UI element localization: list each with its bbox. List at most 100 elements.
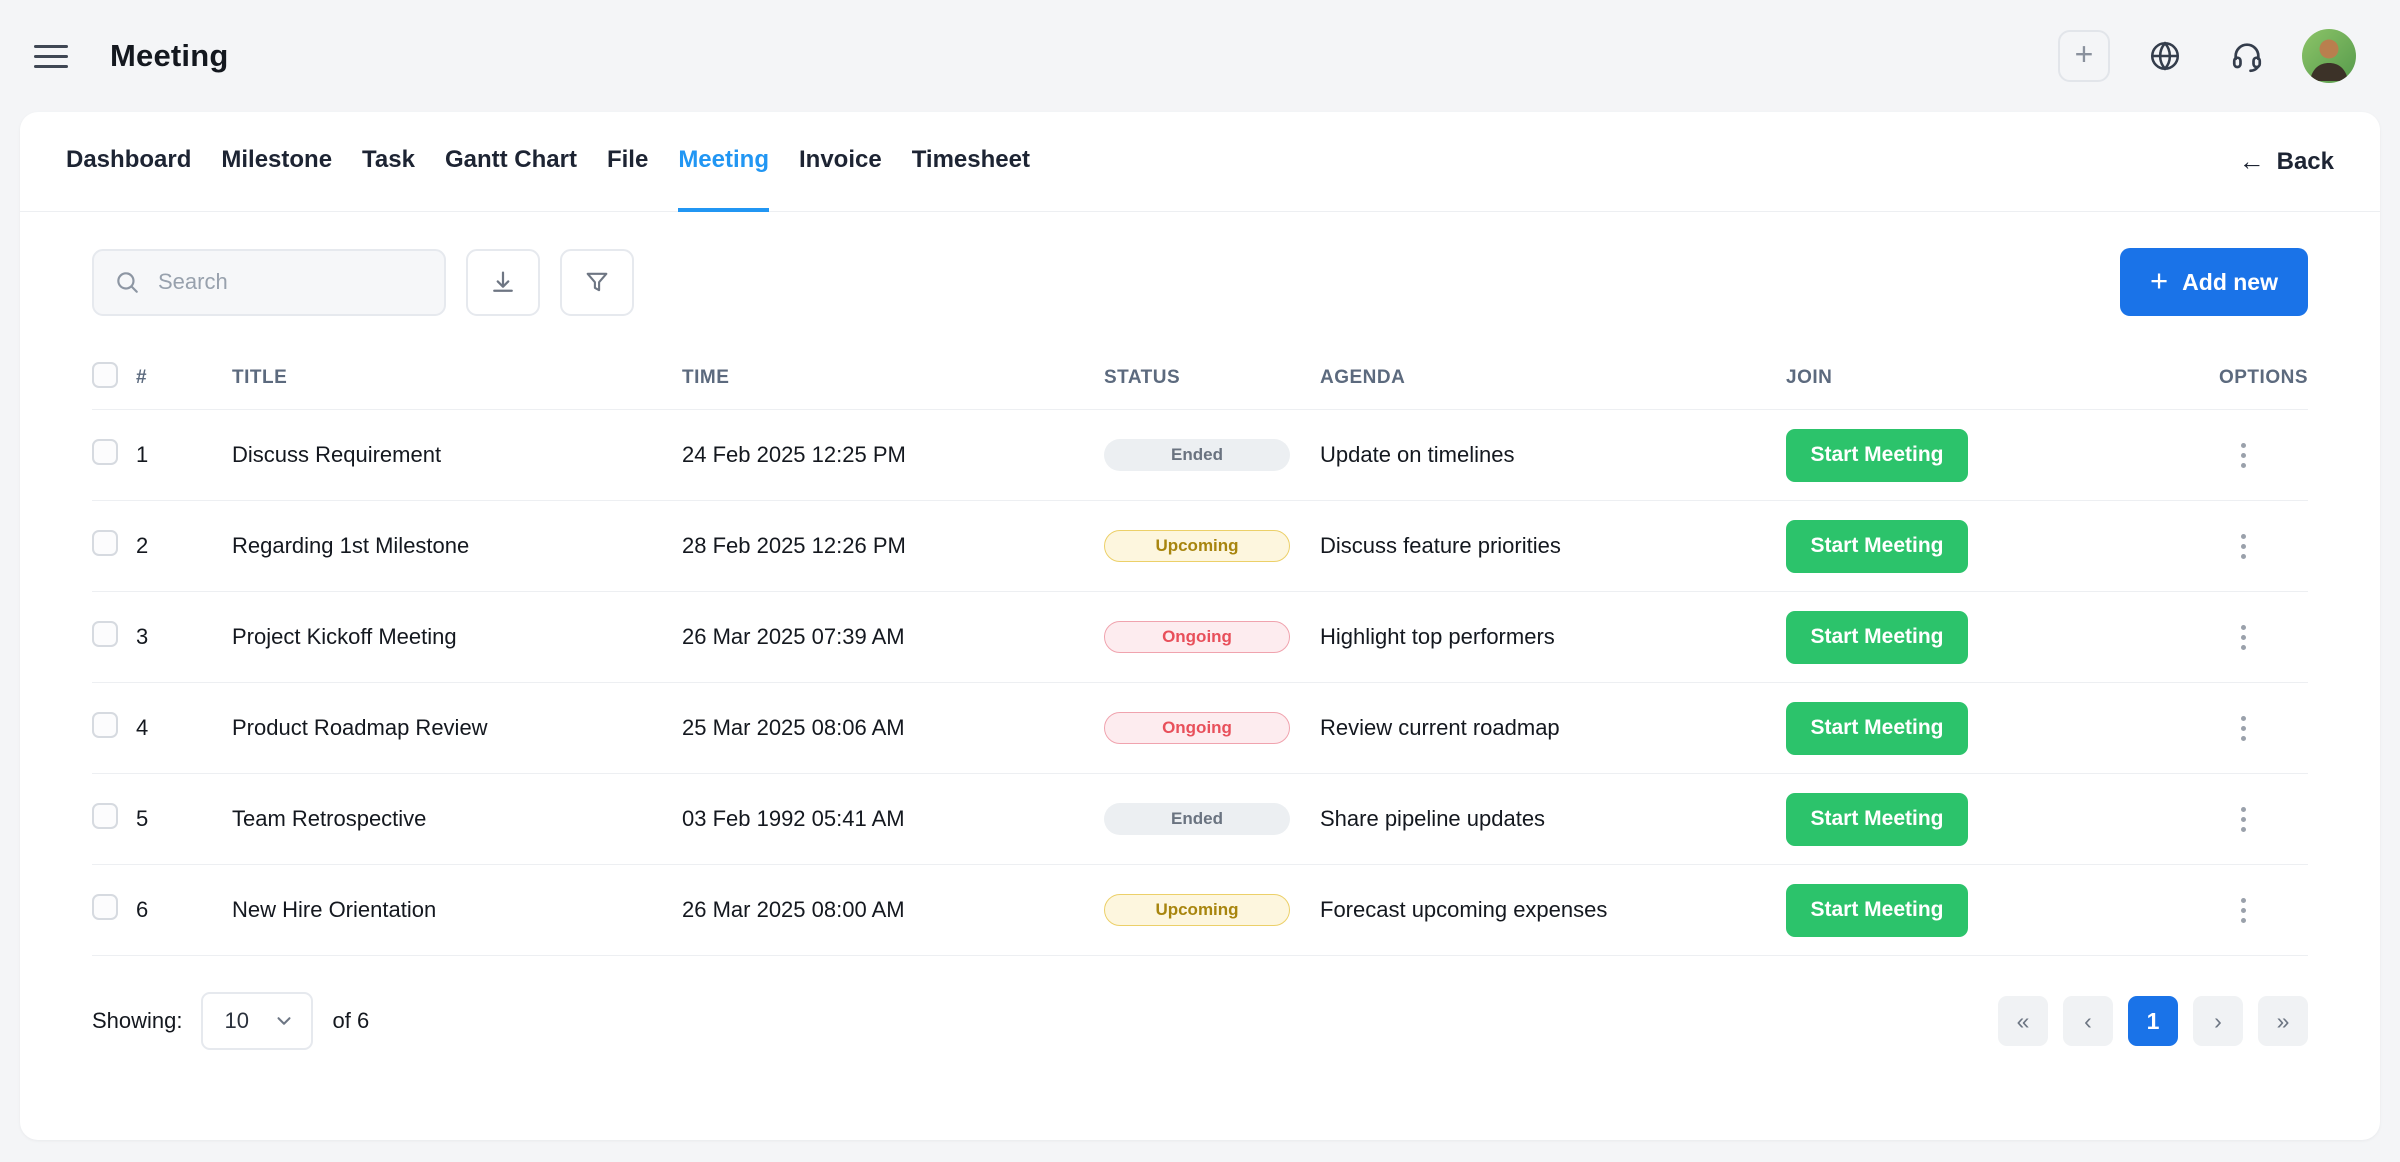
row-number: 1 xyxy=(136,442,149,467)
first-page-button[interactable]: « xyxy=(1998,996,2048,1046)
meeting-agenda: Share pipeline updates xyxy=(1320,806,1546,831)
start-meeting-button[interactable]: Start Meeting xyxy=(1786,519,1968,573)
add-new-label: Add new xyxy=(2182,268,2278,295)
language-button[interactable] xyxy=(2138,29,2192,83)
search-input[interactable] xyxy=(92,248,446,316)
tab-task[interactable]: Task xyxy=(362,146,415,173)
toolbar: + Add new xyxy=(20,212,2380,316)
meeting-card: Dashboard Milestone Task Gantt Chart File Mee… xyxy=(20,112,2380,1140)
start-meeting-button[interactable]: Start Meeting xyxy=(1786,428,1968,482)
pagination: « ‹ 1 › » xyxy=(1998,996,2308,1046)
page-1-button[interactable]: 1 xyxy=(2128,996,2178,1046)
meeting-agenda: Discuss feature priorities xyxy=(1320,533,1561,558)
last-page-button[interactable]: » xyxy=(2258,996,2308,1046)
status-badge: Ended xyxy=(1104,803,1290,835)
plus-icon: + xyxy=(2074,36,2094,72)
meeting-agenda: Highlight top performers xyxy=(1320,624,1555,649)
meeting-time: 26 Mar 2025 08:00 AM xyxy=(682,897,905,922)
row-number: 3 xyxy=(136,624,149,649)
col-number: # xyxy=(136,366,148,388)
tab-timesheet[interactable]: Timesheet xyxy=(911,146,1030,173)
row-number: 6 xyxy=(136,897,149,922)
row-number: 4 xyxy=(136,715,149,740)
meeting-time: 03 Feb 1992 05:41 AM xyxy=(682,806,905,831)
table-row: 2 Regarding 1st Milestone 28 Feb 2025 12… xyxy=(92,501,2308,592)
search-box xyxy=(92,248,446,316)
page-size-value: 10 xyxy=(224,1008,249,1033)
status-badge: Upcoming xyxy=(1104,530,1290,562)
meetings-table: # TITLE TIME STATUS AGENDA JOIN OPTIONS … xyxy=(92,346,2308,956)
meeting-time: 28 Feb 2025 12:26 PM xyxy=(682,533,906,558)
tab-invoice[interactable]: Invoice xyxy=(798,146,882,173)
back-button[interactable]: ← Back xyxy=(2239,112,2334,211)
meeting-time: 26 Mar 2025 07:39 AM xyxy=(682,624,905,649)
options-kebab-icon[interactable] xyxy=(2235,619,2252,656)
table-row: 5 Team Retrospective 03 Feb 1992 05:41 A… xyxy=(92,774,2308,865)
status-badge: Ongoing xyxy=(1104,621,1290,653)
row-checkbox[interactable] xyxy=(92,530,118,556)
options-kebab-icon[interactable] xyxy=(2235,710,2252,747)
status-badge: Ongoing xyxy=(1104,712,1290,744)
col-join: JOIN xyxy=(1786,366,1833,388)
table-footer: Showing: 10 of 6 « ‹ 1 › » xyxy=(20,956,2380,1050)
options-kebab-icon[interactable] xyxy=(2235,437,2252,474)
tab-file[interactable]: File xyxy=(606,146,649,173)
select-all-checkbox[interactable] xyxy=(92,361,118,388)
filter-button[interactable] xyxy=(560,248,634,316)
prev-page-button[interactable]: ‹ xyxy=(2063,996,2113,1046)
back-label: Back xyxy=(2276,147,2334,175)
col-time: TIME xyxy=(682,366,730,388)
table-body: 1 Discuss Requirement 24 Feb 2025 12:25 … xyxy=(92,410,2308,956)
options-kebab-icon[interactable] xyxy=(2235,892,2252,929)
quick-add-button[interactable]: + xyxy=(2058,30,2110,82)
options-kebab-icon[interactable] xyxy=(2235,801,2252,838)
meeting-title: New Hire Orientation xyxy=(232,897,437,922)
tab-meeting[interactable]: Meeting xyxy=(678,112,769,212)
topbar-actions: + xyxy=(2058,29,2356,83)
headset-icon xyxy=(2232,43,2262,73)
row-checkbox[interactable] xyxy=(92,894,118,920)
row-checkbox[interactable] xyxy=(92,803,118,829)
meeting-title: Discuss Requirement xyxy=(232,442,442,467)
status-badge: Upcoming xyxy=(1104,894,1290,926)
start-meeting-button[interactable]: Start Meeting xyxy=(1786,701,1968,755)
table-row: 3 Project Kickoff Meeting 26 Mar 2025 07… xyxy=(92,592,2308,683)
meeting-title: Product Roadmap Review xyxy=(232,715,488,740)
tab-milestone[interactable]: Milestone xyxy=(221,146,333,173)
menu-icon[interactable] xyxy=(34,44,68,68)
page-title: Meeting xyxy=(110,38,229,73)
add-new-button[interactable]: + Add new xyxy=(2120,248,2308,316)
col-title: TITLE xyxy=(232,366,288,388)
of-total-label: of 6 xyxy=(332,1008,370,1033)
meeting-agenda: Update on timelines xyxy=(1320,442,1515,467)
start-meeting-button[interactable]: Start Meeting xyxy=(1786,792,1968,846)
next-page-button[interactable]: › xyxy=(2193,996,2243,1046)
chevron-down-icon xyxy=(277,1017,291,1025)
meeting-title: Project Kickoff Meeting xyxy=(232,624,457,649)
export-button[interactable] xyxy=(466,248,540,316)
col-status: STATUS xyxy=(1104,366,1181,388)
back-arrow-icon: ← xyxy=(2238,146,2265,176)
support-button[interactable] xyxy=(2220,29,2274,83)
status-badge: Ended xyxy=(1104,439,1290,471)
meeting-agenda: Forecast upcoming expenses xyxy=(1320,897,1608,922)
tab-gantt-chart[interactable]: Gantt Chart xyxy=(444,146,577,173)
page-size-select[interactable]: 10 xyxy=(200,992,313,1050)
table-row: 1 Discuss Requirement 24 Feb 2025 12:25 … xyxy=(92,410,2308,501)
plus-icon: + xyxy=(2150,263,2169,298)
tab-dashboard[interactable]: Dashboard xyxy=(66,146,192,173)
meeting-time: 25 Mar 2025 08:06 AM xyxy=(682,715,905,740)
search-icon xyxy=(117,272,138,293)
col-options: OPTIONS xyxy=(2218,366,2308,388)
options-kebab-icon[interactable] xyxy=(2235,528,2252,565)
row-checkbox[interactable] xyxy=(92,712,118,738)
download-icon xyxy=(493,271,513,292)
row-number: 5 xyxy=(136,806,149,831)
row-checkbox[interactable] xyxy=(92,621,118,647)
table-row: 6 New Hire Orientation 26 Mar 2025 08:00… xyxy=(92,865,2308,956)
start-meeting-button[interactable]: Start Meeting xyxy=(1786,883,1968,937)
avatar[interactable] xyxy=(2302,29,2356,83)
row-checkbox[interactable] xyxy=(92,439,118,465)
meeting-time: 24 Feb 2025 12:25 PM xyxy=(682,442,906,467)
start-meeting-button[interactable]: Start Meeting xyxy=(1786,610,1968,664)
